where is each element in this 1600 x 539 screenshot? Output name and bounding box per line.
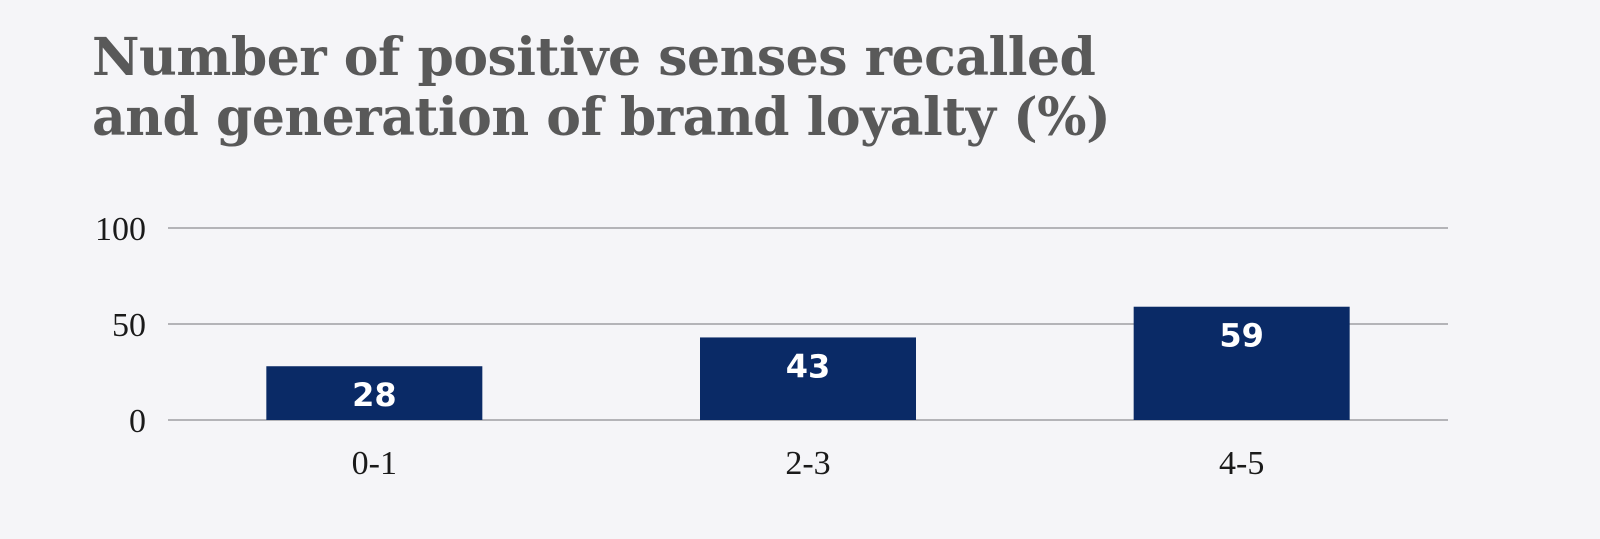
x-category-label-0-1: 0-1 — [352, 445, 397, 482]
bar-4-5 — [1133, 306, 1350, 420]
x-category-label-4-5: 4-5 — [1219, 445, 1264, 482]
chart-title-line-2: and generation of brand loyalty (%) — [92, 87, 1111, 148]
bar-0-1 — [266, 366, 483, 420]
y-axis-ticks: 0 50 100 — [95, 211, 146, 440]
chart-title: Number of positive senses recalled and g… — [92, 27, 1111, 148]
y-tick-label-100: 100 — [95, 211, 146, 248]
chart-title-line-1: Number of positive senses recalled — [92, 27, 1096, 88]
bar-data-label-0-1: 28 — [352, 376, 397, 414]
bar-2-3 — [700, 337, 916, 420]
bar-data-label-4-5: 59 — [1219, 317, 1264, 355]
bar-data-labels: 28 43 59 — [352, 317, 1264, 415]
bars — [266, 306, 1350, 420]
x-axis-categories: 0-1 2-3 4-5 — [352, 445, 1265, 482]
y-tick-label-0: 0 — [129, 403, 146, 440]
y-tick-label-50: 50 — [112, 307, 146, 344]
x-category-label-2-3: 2-3 — [785, 445, 830, 482]
bar-data-label-2-3: 43 — [786, 347, 831, 385]
